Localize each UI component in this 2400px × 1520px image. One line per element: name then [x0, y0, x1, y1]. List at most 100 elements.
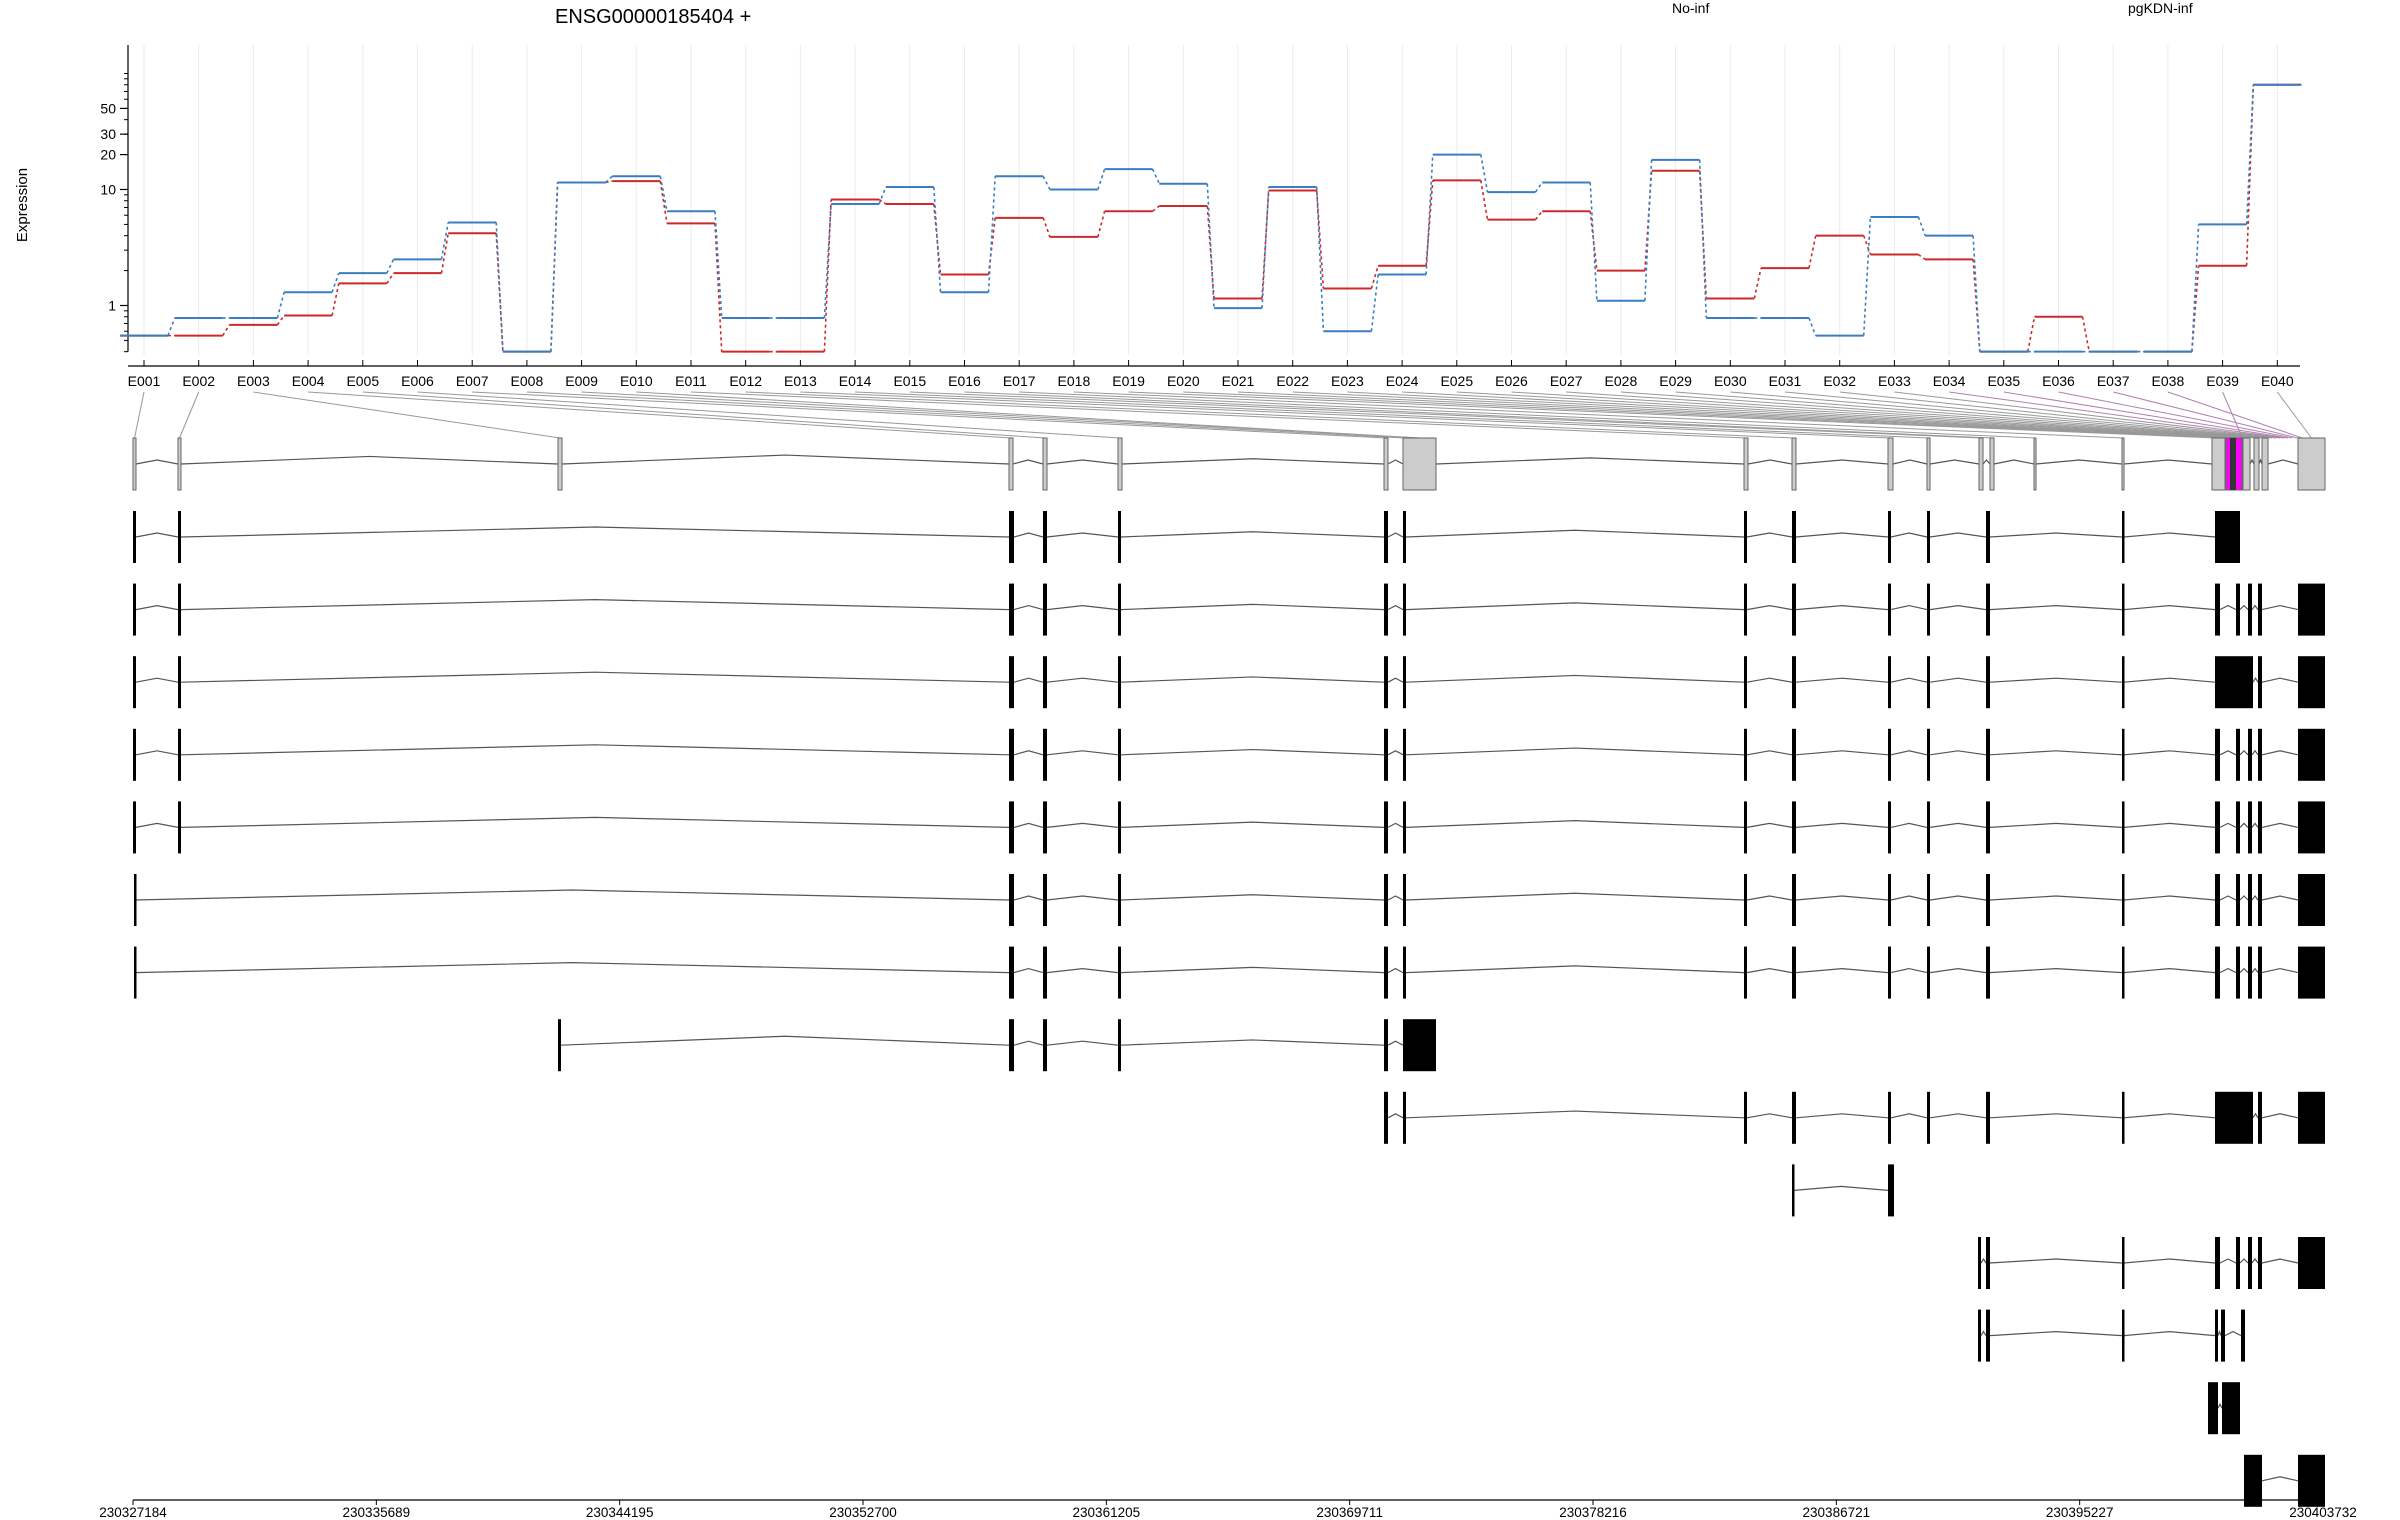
intron: [1746, 750, 1793, 756]
intron: [1120, 966, 1385, 974]
x-tick-label: E028: [1605, 373, 1638, 389]
transcript-exon: [1384, 656, 1388, 709]
exon-connector: [2276, 391, 2312, 439]
exon-inner-mark: [2230, 438, 2236, 490]
genomic-tick-label: 230369711: [1316, 1505, 1383, 1520]
intron: [1929, 604, 1987, 611]
transcript-exon: [1384, 801, 1388, 854]
transcript-exon: [1927, 656, 1930, 709]
transcript-exon: [1384, 511, 1388, 563]
transcript-exon: [1888, 1091, 1891, 1144]
intron: [1989, 895, 2123, 901]
transcript-exon: [2122, 1237, 2125, 1289]
series-connector: [1425, 180, 1434, 266]
intron: [1405, 602, 1745, 611]
transcript-exon: [1888, 728, 1891, 781]
intron: [1795, 967, 1889, 974]
intron: [2261, 1258, 2299, 1264]
transcript-exon: [1744, 874, 1747, 926]
exon-connector: [745, 391, 1795, 439]
transcript-exon: [1792, 1164, 1795, 1217]
transcript-exon: [2122, 801, 2125, 854]
transcript-exon: [1744, 583, 1747, 636]
intron: [1982, 459, 1991, 465]
intron: [2239, 1258, 2249, 1264]
transcript-exon: [1384, 1019, 1388, 1072]
intron: [1989, 1330, 2123, 1337]
transcript-exon: [2122, 946, 2125, 999]
transcript-exon: [1118, 801, 1121, 854]
intron: [135, 532, 179, 538]
intron: [1890, 677, 1928, 683]
transcript-exon: [1403, 801, 1406, 854]
transcript-row: [2208, 1382, 2240, 1435]
transcript-exon: [1403, 874, 1406, 926]
exon-connector: [636, 391, 1421, 439]
intron: [2219, 822, 2237, 828]
intron: [2123, 1330, 2216, 1337]
transcript-exon: [2122, 656, 2125, 709]
intron: [1795, 1113, 1889, 1119]
transcript-exon: [1927, 946, 1930, 999]
intron: [2123, 677, 2216, 683]
transcript-exon: [1927, 1091, 1930, 1144]
x-tick-label: E035: [1987, 373, 2020, 389]
transcript-exon: [133, 728, 136, 781]
intron: [180, 744, 1010, 756]
transcript-exon: [2215, 728, 2220, 781]
intron: [1989, 677, 2123, 683]
intron: [2123, 604, 2216, 611]
transcript-row: [1978, 1309, 2245, 1362]
exon-connector: [1456, 391, 2246, 439]
series-connector: [1589, 211, 1598, 271]
transcript-exon: [1043, 728, 1047, 781]
transcript-exon: [1986, 511, 1990, 563]
transcript-exon: [1986, 1091, 1990, 1144]
exon: [132, 437, 137, 491]
transcript-exon: [2236, 1237, 2240, 1289]
exon-connector: [472, 391, 1387, 439]
transcript-exon: [2298, 728, 2325, 781]
intron: [1012, 459, 1044, 465]
intron: [1890, 967, 1928, 974]
series-connector: [933, 186, 942, 293]
intron: [1387, 604, 1404, 611]
transcript-exon: [2236, 728, 2240, 781]
genomic-tick-label: 230352700: [829, 1505, 897, 1520]
intron: [2261, 604, 2299, 611]
transcript-row: [133, 728, 2325, 781]
transcript-exon: [1888, 511, 1891, 563]
series-connector: [878, 198, 887, 205]
exon-connector: [179, 391, 200, 439]
transcript-exon: [2241, 1309, 2245, 1362]
exon-connectors: [134, 391, 2312, 439]
transcript-exon: [1792, 946, 1796, 999]
x-tick-label: E001: [128, 373, 161, 389]
transcript-exon: [2248, 801, 2252, 854]
series-connector: [987, 176, 996, 293]
transcript-exon: [1384, 946, 1388, 999]
transcript-exon: [1888, 656, 1891, 709]
transcript-exon: [1927, 728, 1930, 781]
legend-entry-no-inf: No-inf: [1672, 0, 1709, 16]
series-connector: [1972, 235, 1981, 352]
transcript-row: [133, 801, 2325, 854]
exon-connector: [1128, 391, 2217, 439]
exon: [1008, 437, 1014, 491]
transcript-exon: [1986, 728, 1990, 781]
intron: [2219, 1258, 2237, 1264]
transcript-exon: [1009, 583, 1014, 636]
x-tick-label: E014: [839, 373, 872, 389]
intron: [1121, 458, 1385, 465]
series-connector: [1862, 216, 1872, 336]
x-tick-label: E012: [729, 373, 762, 389]
exon-connector: [2113, 391, 2298, 439]
x-tick-label: E027: [1550, 373, 1583, 389]
x-tick-label: E025: [1440, 373, 1473, 389]
genomic-tick-label: 230344195: [586, 1505, 654, 1520]
transcript-row: [133, 583, 2325, 636]
x-tick-label: E040: [2261, 373, 2294, 389]
intron: [2123, 750, 2216, 756]
genomic-tick-label: 230395227: [2046, 1505, 2114, 1520]
transcript-exon: [2215, 946, 2220, 999]
